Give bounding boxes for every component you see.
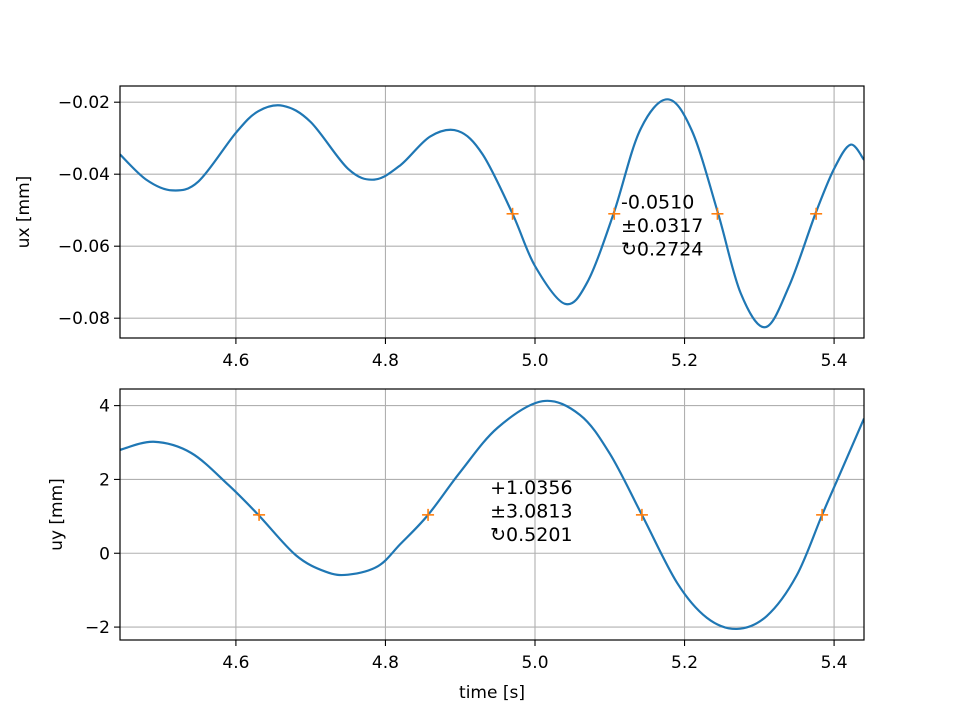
y-tick-label: −0.08 [58,309,110,329]
y-tick-label: −0.06 [58,237,110,257]
annotation-line: +1.0356 [490,477,572,499]
marker-point [506,207,519,220]
y-tick-label: −0.04 [58,165,110,185]
annotation-line: -0.0510 [621,191,694,213]
y-tick-label: −0.02 [58,93,110,113]
plot-frame [119,388,865,641]
x-tick-label: 4.6 [222,653,249,673]
ux-panel: -0.0510 ±0.0317 ↻0.2724 4.6 4.8 5.0 5.2 5.4 −0.0… [14,85,865,371]
y-tick-label: 4 [99,397,110,417]
plot-frame [119,85,865,339]
y-axis-label: ux [mm] [14,176,34,249]
annotation-line: ±3.0813 [490,501,572,523]
annotation-line: ±0.0317 [621,215,703,237]
x-tick-label: 4.8 [372,653,399,673]
marker-point [816,508,829,521]
marker-point [635,508,648,521]
y-tick-label: 2 [99,470,110,490]
y-tick-label: −2 [85,618,110,638]
x-tick-label: 5.0 [521,351,548,371]
x-tick-label: 5.4 [821,351,848,371]
annotation-line: ↻0.2724 [621,238,703,260]
x-tick-label: 4.8 [372,351,399,371]
marker-point [422,508,435,521]
x-axis-label: time [s] [459,683,525,703]
y-tick-label: 0 [99,544,110,564]
marker-point [608,207,621,220]
x-tick-label: 5.2 [671,351,698,371]
marker-point [253,508,266,521]
marker-point [810,207,823,220]
x-tick-label: 4.6 [222,351,249,371]
marker-point [711,207,724,220]
stats-annotation: +1.0356 ±3.0813 ↻0.5201 [490,477,572,546]
x-tick-label: 5.4 [821,653,848,673]
stats-annotation: -0.0510 ±0.0317 ↻0.2724 [621,191,703,260]
series-line [120,98,864,329]
x-tick-label: 5.2 [671,653,698,673]
uy-panel: +1.0356 ±3.0813 ↻0.5201 4.6 4.8 5.0 5.2 5.4 −2 0 2… [47,388,865,703]
annotation-line: ↻0.5201 [490,524,572,546]
x-tick-label: 5.0 [521,653,548,673]
y-axis-label: uy [mm] [47,478,67,551]
